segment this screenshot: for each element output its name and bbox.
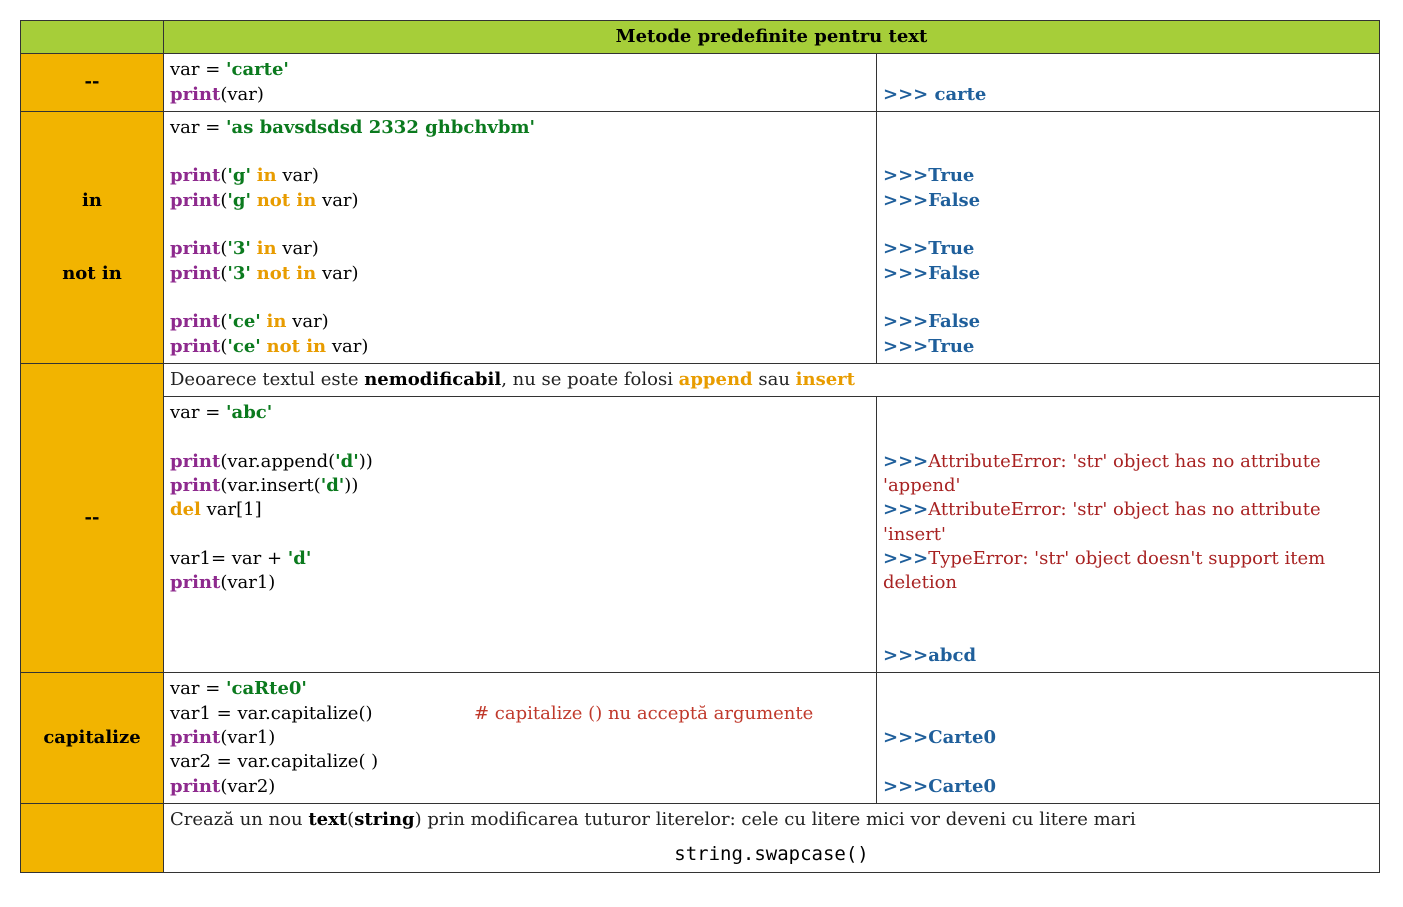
out-value: carte — [935, 84, 987, 105]
fn: print — [170, 336, 220, 357]
assign-str: 'as bavsdsdsd 2332 ghbchvbm' — [226, 117, 535, 138]
row-immutable-note: -- Deoarece textul este nemodificabil, n… — [21, 363, 1380, 396]
fn: print — [170, 190, 220, 211]
row-capitalize: capitalize var = 'caRte0' var1 = var.cap… — [21, 673, 1380, 803]
fn: print — [170, 263, 220, 284]
string-methods-table: Metode predefinite pentru text -- var = … — [20, 20, 1380, 873]
assign-pre: var = — [170, 117, 226, 138]
fn: print — [170, 311, 220, 332]
out-prompt: >>> — [883, 84, 935, 105]
code-cell: var = 'abc' print(var.append('d')) print… — [164, 397, 877, 673]
header-blank — [21, 21, 164, 54]
code-cell: var = 'caRte0' var1 = var.capitalize() #… — [164, 673, 877, 803]
output-cell: >>> carte — [877, 54, 1380, 112]
row-in-notin: in not in var = 'as bavsdsdsd 2332 ghbch… — [21, 111, 1380, 363]
code-assign: var = — [170, 59, 226, 80]
fn: print — [170, 238, 220, 259]
code-cell: var = 'as bavsdsdsd 2332 ghbchvbm' print… — [164, 111, 877, 363]
method-notin: not in — [62, 263, 122, 284]
code-string: 'carte' — [226, 59, 289, 80]
method-label: -- — [21, 54, 164, 112]
fn: print — [170, 165, 220, 186]
method-label: in not in — [21, 111, 164, 363]
row-basic: -- var = 'carte' print(var) >>> carte — [21, 54, 1380, 112]
immutable-note: Deoarece textul este nemodificabil, nu s… — [164, 363, 1380, 396]
header-row: Metode predefinite pentru text — [21, 21, 1380, 54]
method-label: -- — [21, 363, 164, 673]
header-title: Metode predefinite pentru text — [164, 21, 1380, 54]
code-fn: print — [170, 84, 220, 105]
output-cell: >>>True >>>False >>>True >>>False >>>Fal… — [877, 111, 1380, 363]
method-in: in — [82, 190, 102, 211]
swapcase-code: string.swapcase() — [170, 842, 1373, 868]
row-immutable-code: var = 'abc' print(var.append('d')) print… — [21, 397, 1380, 673]
row-swapcase: Crează un nou text(string) prin modifica… — [21, 803, 1380, 872]
output-cell: >>>Carte0 >>>Carte0 — [877, 673, 1380, 803]
output-cell: >>>AttributeError: 'str' object has no a… — [877, 397, 1380, 673]
method-blank — [21, 803, 164, 872]
code-arg: (var) — [220, 84, 264, 105]
code-cell: var = 'carte' print(var) — [164, 54, 877, 112]
code-comment: # capitalize () nu acceptă argumente — [474, 703, 813, 724]
method-label: capitalize — [21, 673, 164, 803]
swapcase-desc: Crează un nou text(string) prin modifica… — [164, 803, 1380, 872]
